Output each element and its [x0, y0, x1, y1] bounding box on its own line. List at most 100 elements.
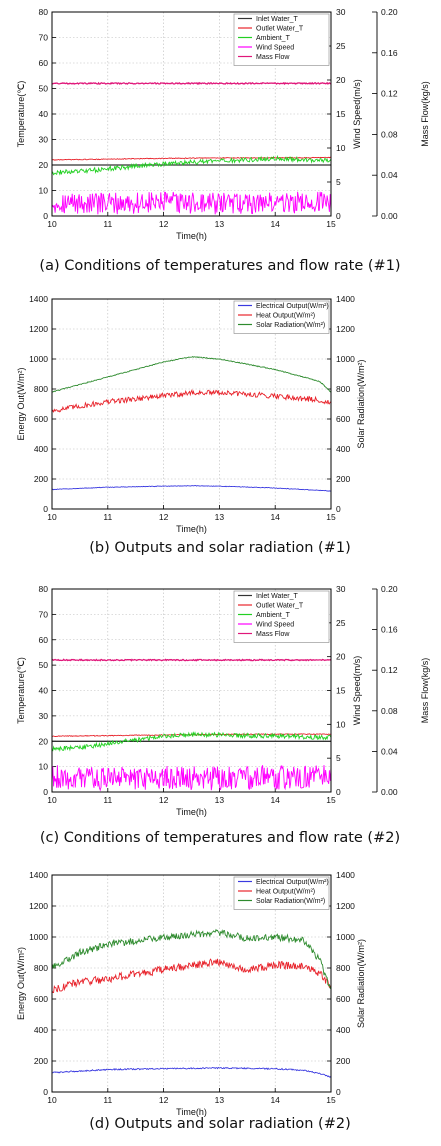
- y-axis-label: Temperature(℃): [16, 657, 26, 724]
- y3-tick-label: 0.00: [381, 787, 398, 797]
- plot-frame: [51, 588, 332, 793]
- y2-tick-label: 400: [336, 444, 350, 454]
- legend-entry: Mass Flow: [256, 54, 290, 61]
- y-tick-label: 80: [39, 7, 49, 17]
- y-tick-label: 0: [43, 787, 48, 797]
- y3-tick-label: 0.20: [381, 7, 398, 17]
- legend-entry: Inlet Water_T: [256, 16, 298, 23]
- x-axis-label: Time(h): [176, 807, 207, 817]
- y-tick-label: 70: [39, 33, 49, 43]
- y-axis-label: Temperature(℃): [16, 81, 26, 148]
- chart-panel-1: 10 11 12 13 14 150102030405060708005101520253…: [16, 7, 430, 274]
- y-tick-label: 1400: [29, 294, 48, 304]
- y3-tick-label: 0.12: [381, 89, 398, 99]
- x-axis-label: Time(h): [176, 1107, 207, 1117]
- y2-tick-label: 800: [336, 963, 350, 973]
- x-tick-label: 15: [326, 512, 336, 522]
- x-tick-label: 13: [215, 1095, 225, 1105]
- y-tick-label: 600: [34, 414, 48, 424]
- series-line: [51, 485, 331, 492]
- y2-tick-label: 1200: [336, 901, 355, 911]
- y3-axis-label: Mass Flow(kg/s): [420, 658, 430, 724]
- y2-tick-label: 800: [336, 384, 350, 394]
- x-tick-label: 14: [270, 795, 280, 805]
- y2-tick-label: 1200: [336, 324, 355, 334]
- y2-tick-label: 1000: [336, 354, 355, 364]
- y2-tick-label: 0: [336, 211, 341, 221]
- x-tick-label: 12: [159, 795, 169, 805]
- plot-frame: [51, 298, 332, 510]
- x-tick-label: 13: [215, 795, 225, 805]
- y2-axis-label: Wind Speed(m/s): [352, 656, 362, 726]
- y2-tick-label: 15: [336, 686, 346, 696]
- y-tick-label: 800: [34, 384, 48, 394]
- series-line: [52, 1066, 332, 1078]
- y-tick-label: 1400: [29, 870, 48, 880]
- y2-tick-label: 25: [336, 41, 346, 51]
- x-tick-label: 12: [159, 512, 169, 522]
- y-tick-label: 800: [34, 963, 48, 973]
- y2-axis-label: Wind Speed(m/s): [352, 79, 362, 149]
- legend-entry: Electrical Output(W/m²): [256, 879, 329, 886]
- y2-tick-label: 200: [336, 474, 350, 484]
- y3-tick-label: 0.04: [381, 170, 398, 180]
- y-tick-label: 1000: [29, 354, 48, 364]
- y-tick-label: 70: [39, 609, 49, 619]
- series-line: [51, 658, 332, 662]
- x-tick-label: 15: [326, 219, 336, 229]
- y2-tick-label: 15: [336, 109, 346, 119]
- x-tick-label: 15: [326, 1095, 336, 1105]
- y2-tick-label: 5: [336, 177, 341, 187]
- y-tick-label: 0: [43, 1087, 48, 1097]
- y2-tick-label: 5: [336, 753, 341, 763]
- y2-tick-label: 1400: [336, 294, 355, 304]
- y2-tick-label: 10: [336, 719, 346, 729]
- x-tick-label: 11: [103, 219, 112, 229]
- y2-tick-label: 1000: [336, 932, 355, 942]
- figure-caption: (a) Conditions of temperatures and flow …: [39, 258, 400, 274]
- y2-axis-label: Solar Radiation(W/m²): [356, 939, 366, 1028]
- x-tick-label: 14: [270, 512, 280, 522]
- series-line: [51, 958, 332, 994]
- y-axis-label: Energy Out(W/m²): [16, 367, 26, 440]
- legend-entry: Heat Output(W/m²): [256, 313, 315, 320]
- legend-entry: Outlet Water_T: [256, 603, 304, 610]
- y3-tick-label: 0.00: [381, 211, 398, 221]
- figure-caption: (b) Outputs and solar radiation (#1): [89, 540, 351, 556]
- x-tick-label: 10: [47, 219, 57, 229]
- x-tick-label: 13: [215, 512, 225, 522]
- series-line: [51, 731, 332, 752]
- y3-tick-label: 0.16: [381, 625, 398, 635]
- y2-tick-label: 0: [336, 1087, 341, 1097]
- plot-frame: [51, 11, 332, 217]
- x-tick-label: 10: [47, 1095, 57, 1105]
- x-tick-label: 10: [47, 795, 57, 805]
- y2-tick-label: 30: [336, 584, 346, 594]
- y-tick-label: 10: [39, 186, 49, 196]
- y-tick-label: 20: [39, 160, 49, 170]
- series-line: [51, 388, 332, 413]
- legend-entry: Electrical Output(W/m²): [256, 303, 329, 310]
- y-tick-label: 30: [39, 135, 49, 145]
- legend-entry: Mass Flow: [256, 631, 290, 638]
- y2-tick-label: 20: [336, 75, 346, 85]
- x-tick-label: 13: [215, 219, 225, 229]
- series-line: [51, 356, 332, 393]
- legend-entry: Wind Speed: [256, 622, 294, 629]
- x-tick-label: 11: [103, 512, 112, 522]
- x-tick-label: 10: [47, 512, 57, 522]
- chart-panel-4: 10 11 12 13 14 150200400600800100012001400020…: [16, 870, 366, 1132]
- y-tick-label: 600: [34, 994, 48, 1004]
- y-tick-label: 200: [34, 474, 48, 484]
- x-tick-label: 14: [270, 1095, 280, 1105]
- x-tick-label: 11: [103, 1095, 112, 1105]
- x-tick-label: 14: [270, 219, 280, 229]
- y-tick-label: 400: [34, 1025, 48, 1035]
- x-tick-label: 15: [326, 795, 336, 805]
- legend-entry: Solar Radiation(W/m²): [256, 322, 325, 329]
- y-tick-label: 40: [39, 686, 49, 696]
- y-axis-label: Energy Out(W/m²): [16, 947, 26, 1020]
- y3-tick-label: 0.04: [381, 746, 398, 756]
- y3-tick-label: 0.12: [381, 665, 398, 675]
